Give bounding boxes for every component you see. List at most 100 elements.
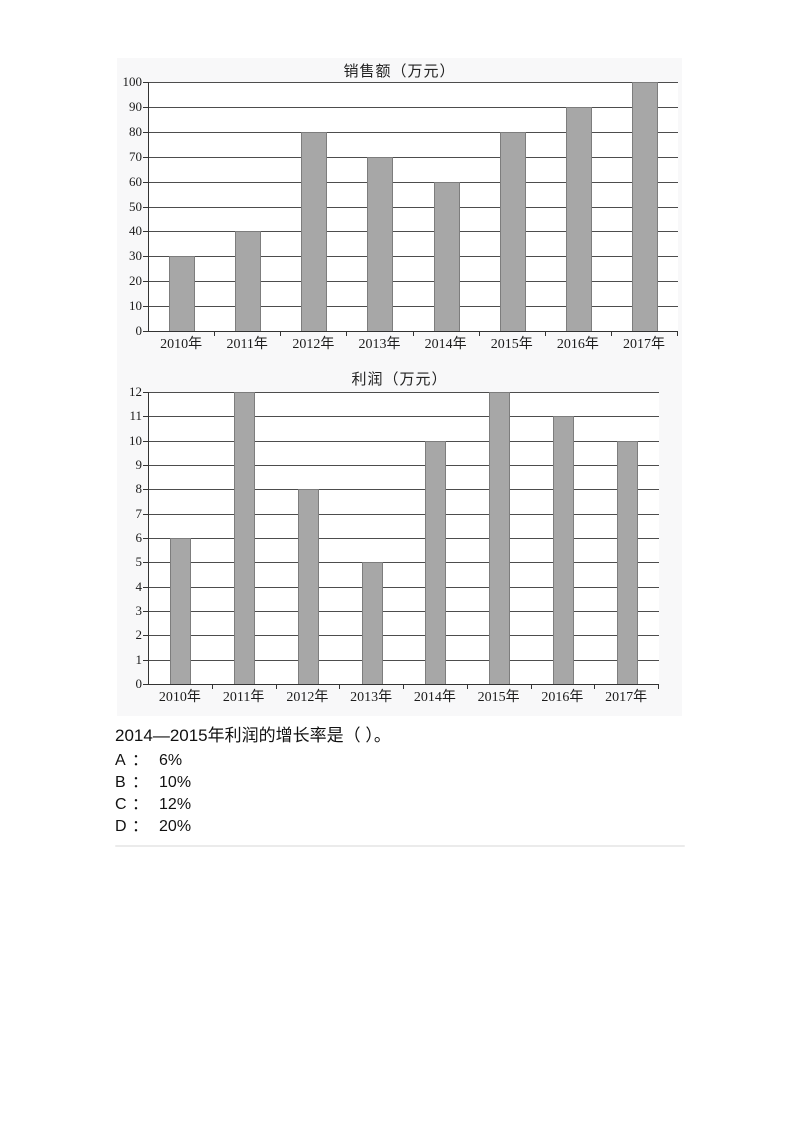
gridline xyxy=(149,538,659,539)
y-axis-tick xyxy=(143,562,148,564)
bar-2012年 xyxy=(301,132,328,331)
option-b-value: 10% xyxy=(159,774,192,791)
bar-2016年 xyxy=(552,416,574,684)
gridline xyxy=(149,106,678,108)
y-axis-tick xyxy=(143,231,148,233)
bar-2013年 xyxy=(367,157,394,331)
x-axis-label: 2015年 xyxy=(477,690,520,705)
profit-chart-plot xyxy=(148,392,659,685)
x-axis-tick xyxy=(544,332,546,336)
gridline xyxy=(149,513,659,515)
y-axis-label: 10 xyxy=(129,432,142,448)
y-axis-label: 90 xyxy=(129,98,142,114)
section-divider xyxy=(115,845,685,847)
y-axis-tick xyxy=(143,82,148,83)
y-axis-label: 9 xyxy=(135,457,143,472)
gridline xyxy=(149,231,678,233)
bar-2014年 xyxy=(433,182,460,331)
y-axis-label: 1 xyxy=(135,651,143,667)
y-axis-tick xyxy=(143,181,148,183)
gridline xyxy=(149,635,659,637)
y-axis-label: 40 xyxy=(129,223,142,239)
y-axis-tick xyxy=(143,611,148,612)
x-axis-tick xyxy=(658,685,659,689)
option-b-letter: B xyxy=(115,774,126,791)
y-axis-label: 11 xyxy=(129,408,142,424)
option-c-letter: C xyxy=(115,796,127,813)
x-axis-tick xyxy=(677,332,678,336)
y-axis-tick xyxy=(143,440,148,442)
gridline xyxy=(149,659,659,661)
option-d[interactable]: D ： 20% xyxy=(115,818,687,835)
gridline xyxy=(149,392,659,393)
y-axis-tick xyxy=(143,659,148,661)
y-axis-label: 70 xyxy=(129,148,142,164)
y-axis-tick xyxy=(143,684,148,685)
x-axis-tick xyxy=(275,685,277,689)
x-axis-label: 2014年 xyxy=(424,337,467,352)
y-axis-label: 100 xyxy=(122,74,143,89)
y-axis-label: 2 xyxy=(135,627,143,643)
y-axis-tick xyxy=(143,106,148,108)
y-axis-label: 20 xyxy=(129,273,142,289)
y-axis-label: 50 xyxy=(129,198,142,214)
x-axis-tick xyxy=(280,332,282,336)
bar-2017年 xyxy=(631,82,658,331)
x-axis-tick xyxy=(339,685,341,689)
y-axis-label: 12 xyxy=(129,384,142,399)
bar-2012年 xyxy=(297,489,319,684)
y-axis-tick xyxy=(143,513,148,515)
y-axis-tick xyxy=(143,538,148,539)
x-axis-tick xyxy=(346,332,348,336)
y-axis-tick xyxy=(143,281,148,283)
option-b[interactable]: B ： 10% xyxy=(115,774,687,791)
option-a-colon: ： xyxy=(132,752,149,769)
y-axis-tick xyxy=(143,586,148,588)
gridline xyxy=(149,562,659,564)
gridline xyxy=(149,281,678,283)
option-d-colon: ： xyxy=(132,818,149,835)
y-axis-label: 0 xyxy=(135,323,143,338)
bar-2013年 xyxy=(361,562,383,684)
charts-figure: 销售额（万元） 0 10 20 30 40 50 60 70 80 90 100 2010年 2011年… xyxy=(117,58,682,716)
gridline xyxy=(149,586,659,588)
y-axis-tick xyxy=(143,156,148,158)
option-a[interactable]: A ： 6% xyxy=(115,752,687,769)
y-axis-label: 5 xyxy=(135,554,143,570)
x-axis-label: 2010年 xyxy=(158,690,201,705)
y-axis-tick xyxy=(143,306,148,308)
x-axis-label: 2013年 xyxy=(350,690,393,705)
y-axis-label: 6 xyxy=(135,530,143,545)
y-axis-tick xyxy=(143,131,148,133)
x-axis-label: 2015年 xyxy=(490,337,533,352)
x-axis-tick xyxy=(403,685,404,689)
question-text: 2014—2015年利润的增长率是（ ）。 xyxy=(115,726,391,745)
y-axis-label: 0 xyxy=(135,676,143,691)
y-axis-tick xyxy=(143,465,148,466)
x-axis-tick xyxy=(466,685,468,689)
option-d-letter: D xyxy=(115,818,127,835)
bar-2010年 xyxy=(170,538,192,684)
x-axis-tick xyxy=(412,332,414,336)
bar-2010年 xyxy=(169,256,196,331)
x-axis-label: 2012年 xyxy=(292,337,335,352)
bar-2016年 xyxy=(565,107,592,331)
x-axis-tick xyxy=(530,685,532,689)
gridline xyxy=(149,82,678,83)
sales-chart-title: 销售额（万元） xyxy=(343,64,456,80)
profit-chart-title: 利润（万元） xyxy=(351,372,448,388)
y-axis-tick xyxy=(143,206,148,208)
x-axis-tick xyxy=(478,332,480,336)
y-axis-tick xyxy=(143,635,148,637)
option-c[interactable]: C ： 12% xyxy=(115,796,687,813)
x-axis-label: 2017年 xyxy=(605,690,648,705)
option-b-colon: ： xyxy=(132,774,149,791)
sales-chart-plot xyxy=(148,82,678,332)
gridline xyxy=(149,416,659,418)
question-block: 2014—2015年利润的增长率是（ ）。 A ： 6% B ： 10% C ： 12% D… xyxy=(115,724,687,835)
gridline xyxy=(149,611,659,612)
gridline xyxy=(149,440,659,442)
y-axis-label: 4 xyxy=(135,578,143,594)
bar-2011年 xyxy=(234,392,256,684)
bar-2015年 xyxy=(499,132,526,331)
